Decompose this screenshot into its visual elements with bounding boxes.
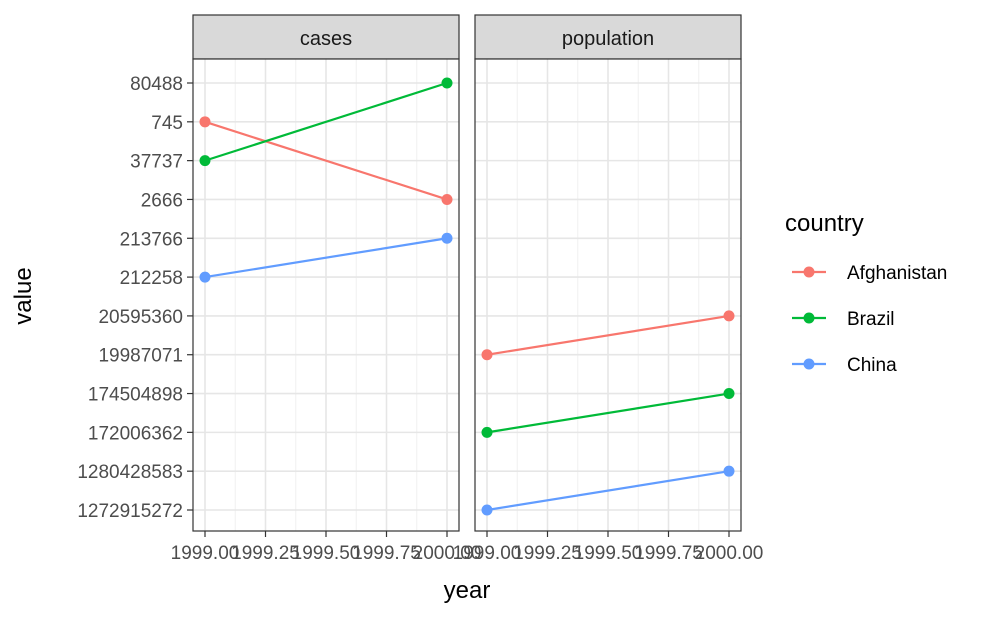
legend-title: country — [785, 210, 864, 237]
legend-label: Brazil — [847, 309, 895, 330]
y-tick-label: 19987071 — [98, 346, 183, 367]
series-line-cases-china — [204, 237, 448, 279]
legend-label: Afghanistan — [847, 263, 947, 284]
facet-strip-label-cases: cases — [300, 28, 352, 50]
data-point-cases-china — [199, 271, 211, 283]
y-tick-label: 80488 — [130, 74, 183, 95]
legend-key-point — [803, 358, 815, 370]
legend-item-china: China — [792, 355, 897, 376]
y-axis: 80488 745 37737 2666 213766 212258 20595360 199… — [77, 74, 193, 522]
x-tick-label: 1999.50 — [574, 543, 643, 564]
legend-label: China — [847, 355, 897, 376]
x-tick-label: 1999.25 — [513, 543, 582, 564]
x-tick-label: 1999.00 — [453, 543, 522, 564]
legend-item-afghanistan: Afghanistan — [792, 263, 947, 284]
y-tick-label: 213766 — [120, 229, 183, 250]
facet-panels: cases population — [192, 14, 742, 532]
y-tick-label: 37737 — [130, 152, 183, 173]
y-tick-label: 174504898 — [88, 385, 183, 406]
x-tick-label: 2000.00 — [695, 543, 764, 564]
facet-panel-population: population — [474, 14, 742, 532]
data-point-cases-afghanistan — [441, 193, 453, 205]
x-tick-label: 1999.75 — [352, 543, 421, 564]
x-axis: 1999.001999.251999.501999.752000.001999.… — [171, 531, 764, 564]
facet-strip-cases — [192, 14, 460, 60]
x-axis-title: year — [444, 577, 491, 604]
facet-strip-label-population: population — [562, 28, 654, 50]
data-point-population-brazil — [481, 426, 493, 438]
facet-strip-population — [474, 14, 742, 60]
x-tick-label: 1999.25 — [231, 543, 300, 564]
series-line-cases-brazil — [204, 81, 448, 162]
data-point-cases-afghanistan — [199, 116, 211, 128]
data-point-cases-china — [441, 232, 453, 244]
y-tick-label: 1280428583 — [77, 462, 183, 483]
y-tick-label: 212258 — [120, 268, 183, 289]
y-tick-label: 1272915272 — [77, 501, 183, 522]
legend-item-brazil: Brazil — [792, 309, 895, 330]
y-tick-label: 2666 — [141, 190, 183, 211]
data-point-population-china — [481, 504, 493, 516]
facet-panel-cases: cases — [192, 14, 460, 532]
y-axis-title: value — [10, 267, 37, 324]
data-point-cases-brazil — [441, 77, 453, 89]
series-line-population-brazil — [486, 392, 730, 434]
series-line-cases-afghanistan — [204, 120, 448, 201]
series-line-population-afghanistan — [486, 314, 730, 356]
x-tick-label: 1999.50 — [292, 543, 361, 564]
data-point-population-afghanistan — [723, 310, 735, 322]
x-tick-label: 1999.75 — [634, 543, 703, 564]
y-tick-label: 745 — [151, 113, 183, 134]
data-point-population-afghanistan — [481, 349, 493, 361]
x-tick-label: 2000.00 — [413, 543, 482, 564]
series-line-population-china — [486, 470, 730, 512]
data-point-population-brazil — [723, 388, 735, 400]
data-point-population-china — [723, 465, 735, 477]
legend-key-point — [803, 312, 815, 324]
y-tick-label: 20595360 — [98, 307, 183, 328]
legend: country Afghanistan Brazil China — [785, 210, 947, 376]
y-tick-label: 172006362 — [88, 423, 183, 444]
legend-key-point — [803, 266, 815, 278]
data-point-cases-brazil — [199, 155, 211, 167]
x-tick-label: 1999.00 — [171, 543, 240, 564]
